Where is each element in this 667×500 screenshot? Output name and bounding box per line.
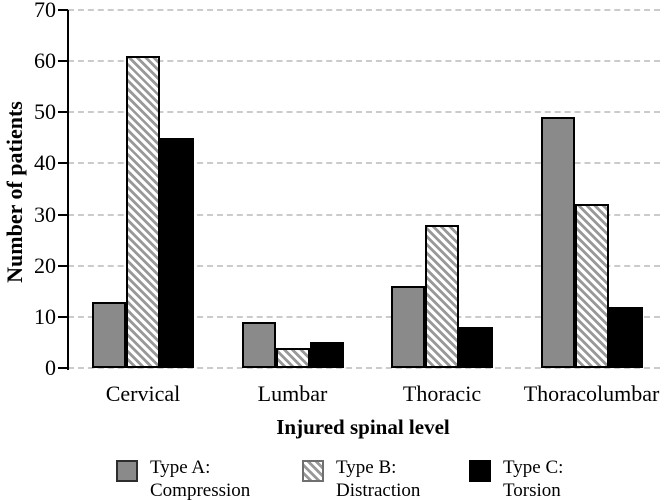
y-tick-label-0: 0 [45, 355, 56, 380]
y-tick-label-40: 40 [34, 150, 56, 176]
y-tick-60 [58, 60, 68, 63]
bar-type-c-cervical [160, 137, 194, 368]
category-label-thoracolumbar: Thoracolumbar [523, 381, 660, 406]
y-tick-label-60: 60 [34, 48, 56, 74]
gridline-10 [68, 315, 660, 318]
legend-label-line2: Distraction [336, 480, 421, 500]
legend-label-line1: Type B: [336, 457, 397, 478]
legend-item-type-b: Type B: Distraction [302, 456, 420, 500]
legend-label-line2: Torsion [503, 480, 561, 500]
bar-type-b-lumbar [275, 347, 310, 368]
bar-type-c-lumbar [309, 342, 344, 368]
y-tick-20 [58, 264, 68, 267]
bar-type-b-thoracolumbar [574, 204, 609, 368]
y-axis-line [67, 10, 69, 370]
y-tick-70 [58, 9, 68, 11]
y-tick-0 [58, 367, 68, 369]
legend-item-type-c: Type C: Torsion [469, 456, 563, 500]
legend-label-line2: Compression [150, 480, 251, 500]
bar-type-c-thoracolumbar [608, 306, 643, 368]
gridline-20 [68, 264, 660, 267]
y-tick-label-70: 70 [34, 0, 56, 22]
gridline-60 [68, 60, 660, 63]
y-tick-label-30: 30 [34, 201, 56, 227]
legend-swatch-type-b [302, 460, 324, 482]
gridline-50 [68, 111, 660, 114]
bar-type-b-cervical [126, 56, 160, 368]
x-axis-title: Injured spinal level [276, 415, 450, 439]
gridline-30 [68, 213, 660, 216]
y-tick-10 [58, 315, 68, 318]
y-tick-label-20: 20 [34, 252, 56, 278]
bar-type-a-thoracic [391, 286, 425, 368]
legend-label-type-b: Type B: Distraction [336, 456, 420, 500]
bar-type-a-cervical [92, 301, 126, 368]
legend-label-line1: Type A: [150, 457, 211, 478]
y-tick-label-50: 50 [34, 99, 56, 125]
category-label-cervical: Cervical [105, 381, 181, 406]
y-tick-30 [58, 213, 68, 216]
category-label-lumbar: Lumbar [257, 381, 328, 406]
y-tick-label-10: 10 [34, 303, 56, 329]
legend-label-type-a: Type A: Compression [150, 456, 250, 500]
legend-item-type-a: Type A: Compression [116, 456, 250, 500]
y-tick-50 [58, 111, 68, 114]
legend-label-line1: Type C: [503, 457, 564, 478]
category-label-thoracic: Thoracic [402, 381, 482, 406]
legend-label-type-c: Type C: Torsion [503, 456, 563, 500]
bar-type-a-lumbar [241, 321, 276, 368]
bar-type-b-thoracic [425, 224, 459, 368]
gridline-0 [68, 367, 660, 369]
legend-swatch-type-a [116, 460, 138, 482]
bar-type-a-thoracolumbar [540, 117, 575, 368]
legend-swatch-type-c [469, 460, 491, 482]
bar-type-c-thoracic [459, 327, 493, 368]
y-tick-40 [58, 162, 68, 165]
gridline-70 [68, 9, 660, 11]
gridline-40 [68, 162, 660, 165]
